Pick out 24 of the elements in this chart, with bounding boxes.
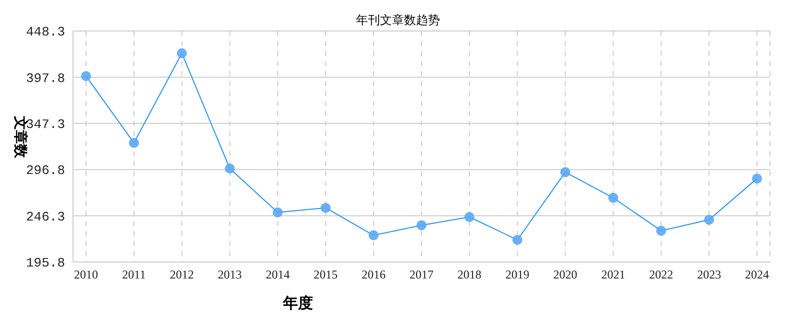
- x-tick-label: 2022: [649, 268, 674, 282]
- y-tick-label: 397.8: [26, 70, 65, 86]
- x-tick-label: 2024: [745, 268, 769, 282]
- x-tick-label: 2023: [697, 268, 722, 282]
- x-tick-label: 2013: [218, 268, 242, 282]
- y-tick-label: 448.3: [26, 24, 65, 40]
- y-tick-label: 296.8: [26, 163, 65, 178]
- x-tick-label: 2012: [170, 268, 194, 282]
- x-tick-label: 2016: [362, 268, 386, 282]
- y-tick-label: 195.8: [26, 256, 65, 271]
- y-axis-title: 文章数: [12, 116, 27, 158]
- y-tick-label: 246.3: [26, 209, 65, 224]
- x-tick-label: 2014: [266, 268, 290, 282]
- x-tick-label: 2010: [74, 268, 98, 282]
- x-tick-label: 2018: [457, 268, 482, 282]
- x-tick-label: 2019: [505, 268, 530, 282]
- y-tick-label: 347.3: [26, 117, 65, 132]
- chart-title: 年刊文章数趋势: [356, 13, 440, 27]
- x-tick-label: 2017: [410, 268, 434, 282]
- x-tick-label: 2021: [601, 268, 626, 282]
- x-axis-title: 年度: [282, 294, 314, 313]
- x-tick-label: 2015: [314, 268, 338, 282]
- x-tick-label: 2020: [553, 268, 578, 282]
- x-tick-label: 2011: [122, 268, 146, 282]
